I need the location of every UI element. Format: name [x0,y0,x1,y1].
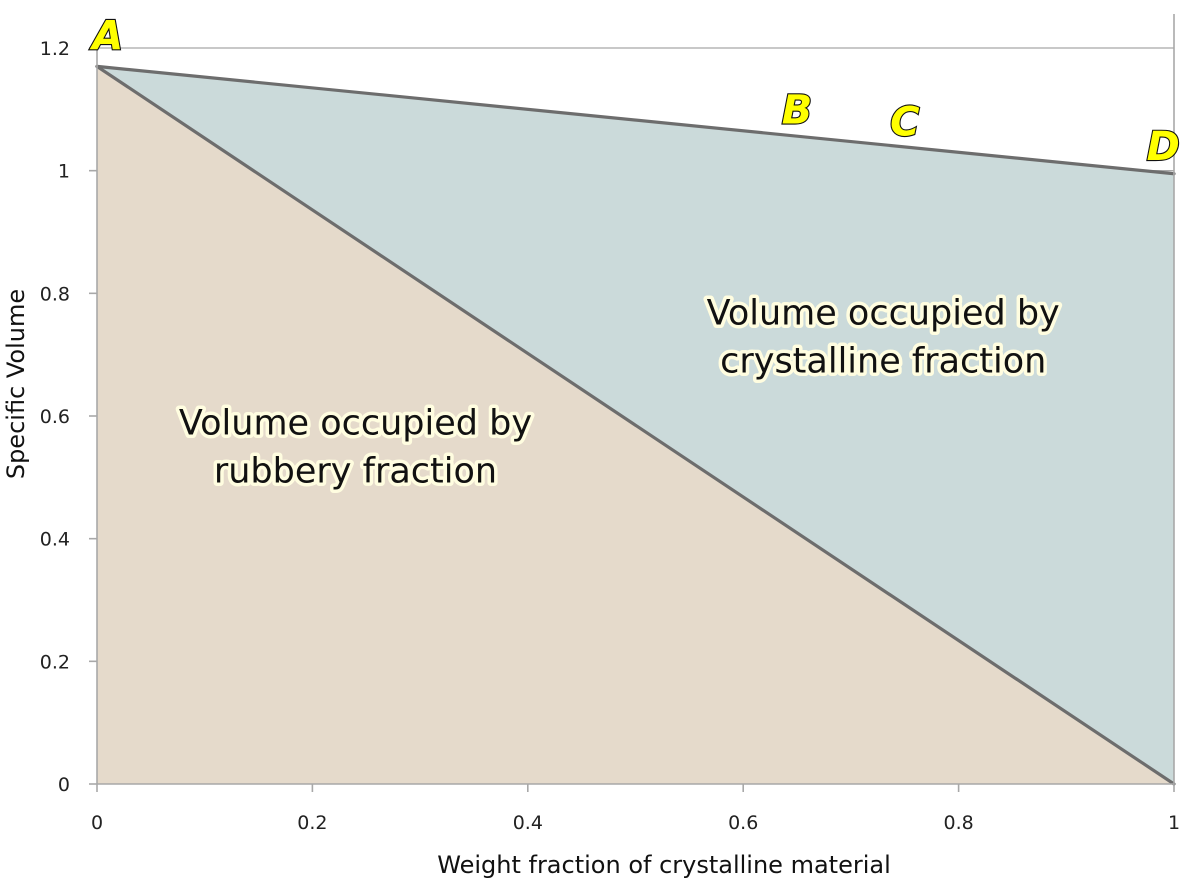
region-label-0-line-0: Volume occupied by [179,404,532,444]
point-label-b: B [782,87,813,133]
x-tick-label-2: 0.4 [513,812,543,834]
x-tick-label-3: 0.6 [728,812,758,834]
y-tick-label-6: 1.2 [40,38,70,60]
y-tick-label-5: 1 [58,161,70,183]
y-tick-label-3: 0.6 [40,406,70,428]
point-label-a: A [89,14,123,60]
x-tick-label-1: 0.2 [297,812,327,834]
region-label-0-line-1: rubbery fraction [214,452,497,492]
series-line-0 [95,64,1176,786]
x-tick-label-4: 0.8 [943,812,973,834]
y-tick-label-4: 0.8 [40,283,70,305]
x-tick-label-5: 1 [1168,812,1180,834]
series-lines [95,64,1176,786]
y-tick-label-1: 0.2 [40,651,70,673]
point-label-d: D [1147,124,1180,170]
series-line-1 [95,64,1176,176]
x-axis-title: Weight fraction of crystalline material [437,851,891,879]
x-tick-label-0: 0 [91,812,103,834]
axes: 0 0.2 0.4 0.6 0.8 1 0 0.2 0.4 0.6 0.8 1 1.2 [40,14,1180,834]
region-label-1-line-0: Volume occupied by [707,293,1060,333]
annotations: Volume occupied by rubbery fraction Volume… [88,13,1181,496]
y-axis-title: Specific Volume [2,289,30,479]
point-label-c: C [890,100,919,146]
region-label-1-line-1: crystalline fraction [720,341,1046,381]
y-tick-label-0: 0 [58,774,70,796]
y-tick-label-2: 0.4 [40,529,70,551]
